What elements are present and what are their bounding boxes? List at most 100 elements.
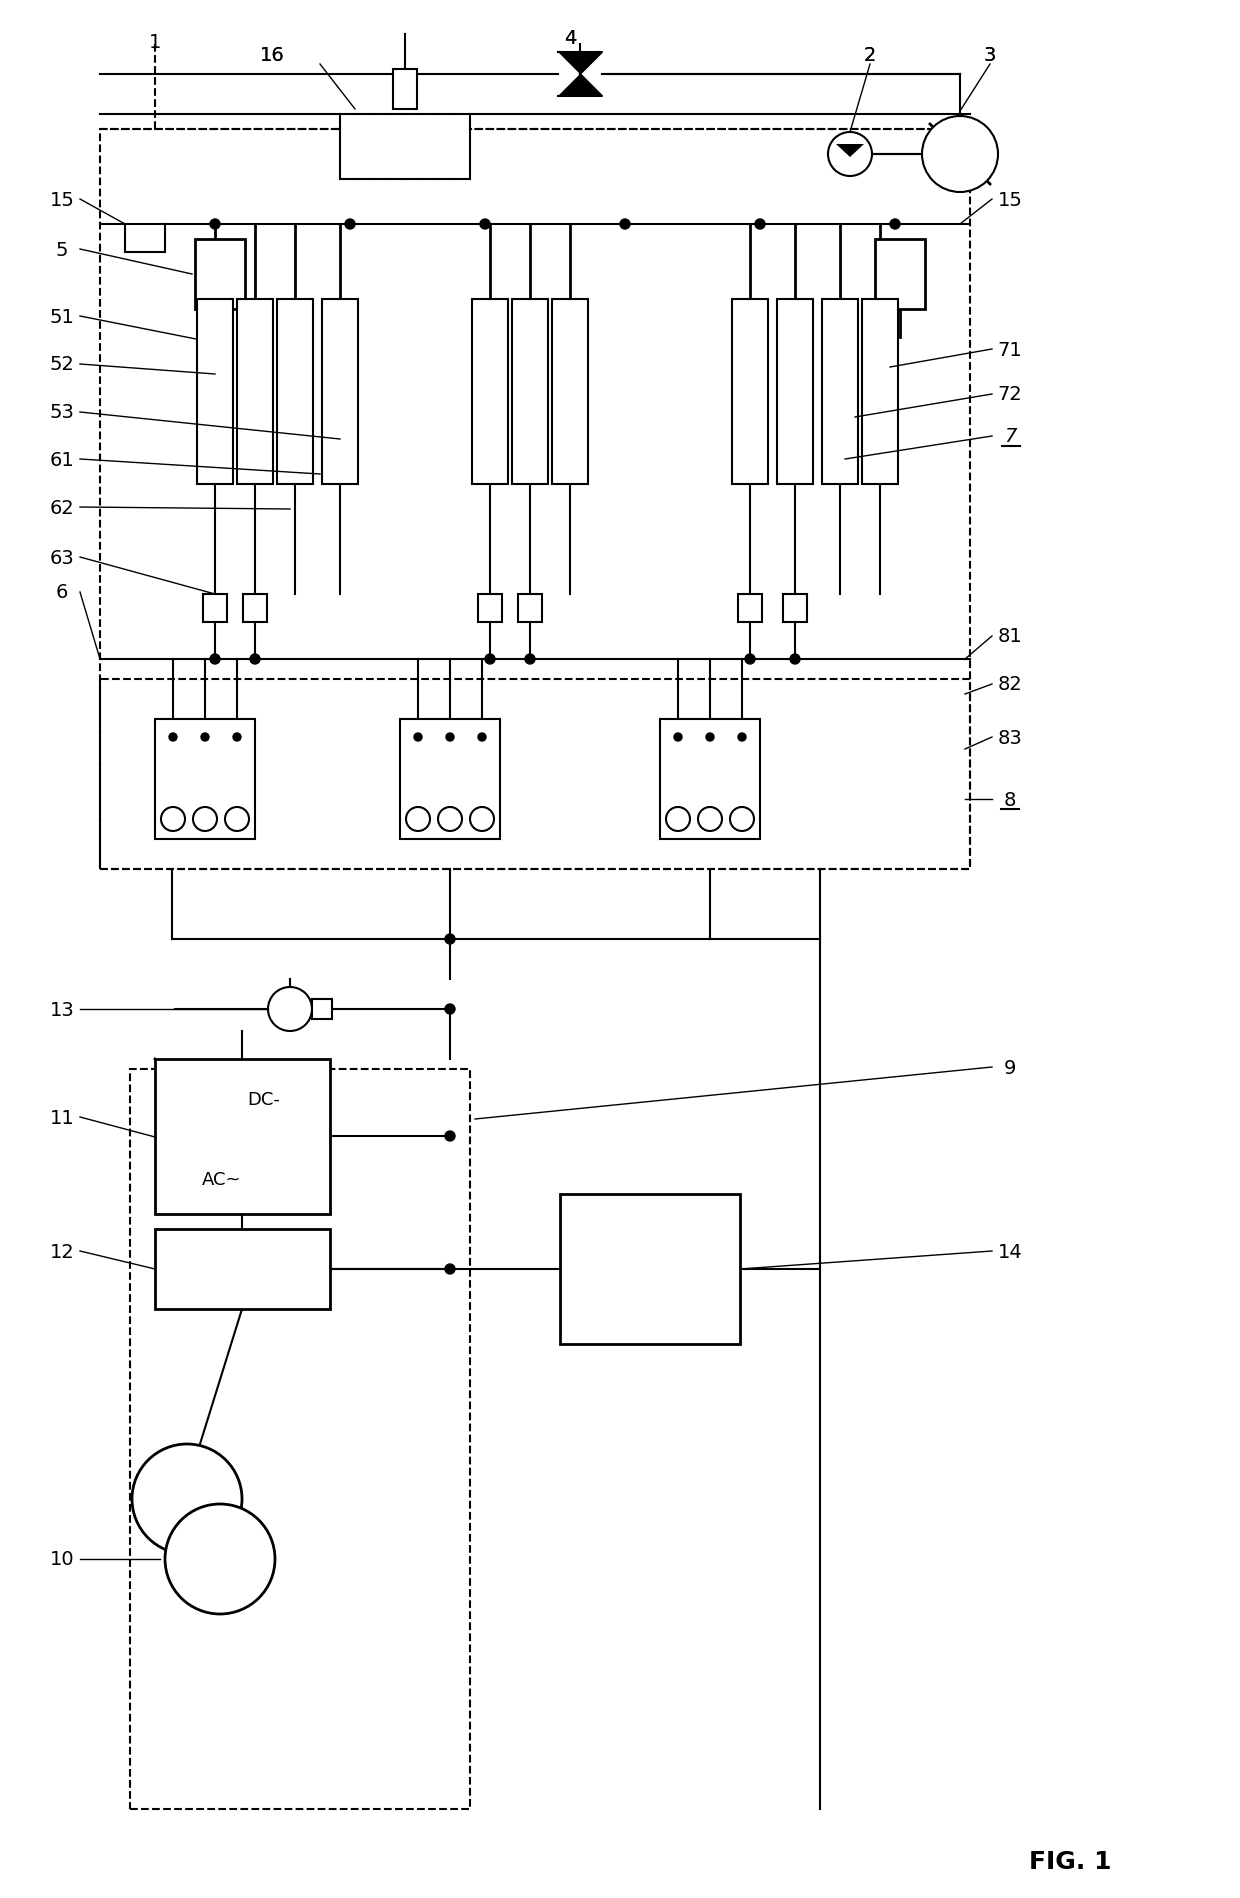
- Bar: [518, 594, 542, 623]
- Text: 4: 4: [564, 28, 577, 47]
- Circle shape: [828, 133, 872, 177]
- Circle shape: [470, 807, 494, 831]
- Polygon shape: [558, 53, 601, 74]
- Circle shape: [480, 220, 490, 230]
- Text: 51: 51: [50, 307, 74, 326]
- Circle shape: [345, 220, 355, 230]
- Circle shape: [706, 735, 714, 742]
- Text: 71: 71: [998, 340, 1022, 359]
- Circle shape: [445, 934, 455, 945]
- Bar: [100, 129, 970, 869]
- Circle shape: [790, 655, 800, 664]
- Text: 82: 82: [998, 676, 1022, 695]
- Text: 13: 13: [50, 1000, 74, 1019]
- Bar: [862, 300, 898, 484]
- Bar: [512, 300, 548, 484]
- Bar: [155, 1059, 330, 1215]
- Text: 63: 63: [50, 549, 74, 568]
- Bar: [195, 239, 246, 309]
- Circle shape: [698, 807, 722, 831]
- Text: AC~: AC~: [202, 1171, 242, 1188]
- Bar: [243, 594, 267, 623]
- Bar: [340, 116, 470, 180]
- Bar: [472, 300, 508, 484]
- Circle shape: [414, 735, 422, 742]
- Circle shape: [250, 655, 260, 664]
- Bar: [660, 719, 760, 839]
- Circle shape: [161, 807, 185, 831]
- Circle shape: [477, 735, 486, 742]
- Bar: [130, 1069, 470, 1809]
- Text: 2: 2: [864, 46, 877, 65]
- Bar: [155, 1230, 330, 1310]
- Circle shape: [445, 1004, 455, 1014]
- Text: 52: 52: [50, 355, 74, 374]
- Bar: [203, 594, 227, 623]
- Circle shape: [131, 1444, 242, 1554]
- Bar: [237, 300, 273, 484]
- Circle shape: [233, 735, 241, 742]
- Text: 14: 14: [998, 1241, 1022, 1260]
- Bar: [782, 594, 807, 623]
- Text: 12: 12: [50, 1241, 74, 1260]
- Text: 16: 16: [259, 46, 284, 65]
- Circle shape: [923, 118, 998, 194]
- Text: 6: 6: [56, 583, 68, 602]
- Text: DC-: DC-: [247, 1091, 280, 1108]
- Circle shape: [405, 807, 430, 831]
- Circle shape: [201, 735, 210, 742]
- Bar: [197, 300, 233, 484]
- Bar: [393, 70, 417, 110]
- Text: 10: 10: [50, 1549, 74, 1568]
- Text: 83: 83: [998, 729, 1022, 748]
- Bar: [277, 300, 312, 484]
- Circle shape: [438, 807, 463, 831]
- Bar: [100, 679, 970, 869]
- Circle shape: [730, 807, 754, 831]
- Bar: [875, 239, 925, 309]
- Polygon shape: [836, 144, 864, 158]
- Bar: [732, 300, 768, 484]
- Circle shape: [745, 655, 755, 664]
- Text: 16: 16: [259, 46, 284, 65]
- Bar: [401, 719, 500, 839]
- Bar: [125, 224, 165, 252]
- Bar: [322, 300, 358, 484]
- Circle shape: [446, 735, 454, 742]
- Circle shape: [755, 220, 765, 230]
- Circle shape: [169, 735, 177, 742]
- Circle shape: [675, 735, 682, 742]
- Bar: [738, 594, 763, 623]
- Bar: [552, 300, 588, 484]
- Text: 9: 9: [1004, 1057, 1017, 1076]
- Bar: [560, 1194, 740, 1344]
- Text: 11: 11: [50, 1108, 74, 1127]
- Circle shape: [210, 220, 219, 230]
- Circle shape: [224, 807, 249, 831]
- Text: 3: 3: [983, 46, 996, 65]
- Text: FIG. 1: FIG. 1: [1029, 1849, 1111, 1873]
- Text: 4: 4: [564, 28, 577, 47]
- Circle shape: [445, 1264, 455, 1274]
- Circle shape: [890, 220, 900, 230]
- Text: 81: 81: [998, 626, 1022, 645]
- Circle shape: [193, 807, 217, 831]
- Text: 62: 62: [50, 499, 74, 518]
- Circle shape: [525, 655, 534, 664]
- Text: 53: 53: [50, 402, 74, 421]
- Bar: [155, 719, 255, 839]
- Polygon shape: [558, 74, 601, 97]
- Text: 2: 2: [864, 46, 877, 65]
- Circle shape: [445, 1131, 455, 1141]
- Text: 7: 7: [1004, 427, 1017, 446]
- Text: 15: 15: [997, 190, 1023, 209]
- Circle shape: [738, 735, 746, 742]
- Text: 1: 1: [149, 32, 161, 51]
- Text: 61: 61: [50, 450, 74, 469]
- Bar: [777, 300, 813, 484]
- Bar: [312, 1000, 332, 1019]
- Text: 5: 5: [56, 241, 68, 260]
- Text: 3: 3: [983, 46, 996, 65]
- Circle shape: [268, 987, 312, 1031]
- Bar: [477, 594, 502, 623]
